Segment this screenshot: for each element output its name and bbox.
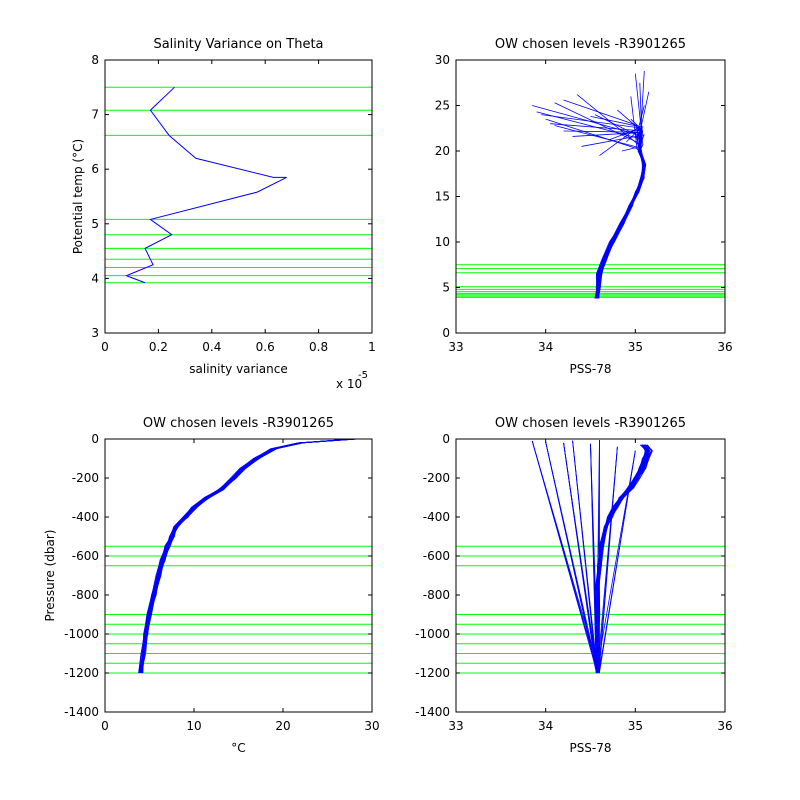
chart-3-y-tick-label: -800 bbox=[72, 588, 99, 602]
chart-4-x-tick-label: 34 bbox=[538, 719, 553, 733]
chart-3-y-tick-label: -1000 bbox=[64, 627, 99, 641]
chart-2-profile-line bbox=[563, 130, 645, 299]
chart-1-x-tick-label: 0 bbox=[101, 340, 109, 354]
chart-4-y-tick-label: -600 bbox=[423, 549, 450, 563]
chart-1-x-tick-label: 0.8 bbox=[309, 340, 328, 354]
chart-3-x-axis-label: °C bbox=[231, 741, 245, 755]
chart-4-axes-box bbox=[455, 438, 726, 713]
chart-3-x-tick-label: 20 bbox=[275, 719, 290, 733]
chart-2-x-axis-label: PSS-78 bbox=[569, 362, 611, 376]
chart-2-group bbox=[455, 59, 726, 334]
chart-2-x-tick-label: 35 bbox=[628, 340, 643, 354]
chart-2-profile-line bbox=[581, 134, 645, 299]
chart-3-x-tick-label: 30 bbox=[364, 719, 379, 733]
chart-3-x-tick-label: 10 bbox=[186, 719, 201, 733]
chart-2-profile-line bbox=[572, 132, 645, 299]
chart-3-y-tick-label: -600 bbox=[72, 549, 99, 563]
chart-2-y-tick-label: 30 bbox=[435, 53, 450, 67]
chart-4-y-tick-label: -800 bbox=[423, 588, 450, 602]
chart-1-y-tick-label: 8 bbox=[91, 53, 99, 67]
chart-4-x-axis-label: PSS-78 bbox=[569, 741, 611, 755]
chart-2-x-tick-label: 33 bbox=[448, 340, 463, 354]
chart-1-y-tick-label: 5 bbox=[91, 217, 99, 231]
chart-1-x-exponent-power: -5 bbox=[358, 370, 368, 381]
chart-3-title: OW chosen levels -R3901265 bbox=[143, 416, 334, 431]
chart-3-x-tick-label: 0 bbox=[101, 719, 109, 733]
chart-4-profile-line bbox=[597, 444, 650, 674]
chart-2-x-tick-label: 36 bbox=[717, 340, 732, 354]
chart-3-y-tick-label: -200 bbox=[72, 471, 99, 485]
chart-3-y-tick-label: 0 bbox=[91, 432, 99, 446]
chart-3-axes-box bbox=[104, 438, 373, 713]
chart-4-y-tick-label: -1200 bbox=[415, 666, 450, 680]
chart-3-profile-line bbox=[141, 438, 355, 674]
chart-3-y-tick-label: -400 bbox=[72, 510, 99, 524]
chart-4-x-tick-label: 35 bbox=[628, 719, 643, 733]
chart-4-y-tick-label: 0 bbox=[442, 432, 450, 446]
chart-4-profile-line bbox=[597, 444, 652, 674]
chart-2-profile-line bbox=[598, 141, 647, 299]
chart-4-group bbox=[455, 438, 726, 713]
chart-4-profile-line bbox=[590, 443, 648, 674]
chart-1-x-tick-label: 0.6 bbox=[256, 340, 275, 354]
chart-1-group bbox=[104, 59, 373, 334]
chart-3-y-tick-label: -1400 bbox=[64, 705, 99, 719]
chart-1-y-axis-label: Potential temp (°C) bbox=[71, 139, 85, 254]
chart-3-group bbox=[104, 438, 373, 713]
chart-3-y-tick-label: -1200 bbox=[64, 666, 99, 680]
chart-4-title: OW chosen levels -R3901265 bbox=[495, 416, 686, 431]
chart-1-x-tick-label: 0.4 bbox=[202, 340, 221, 354]
chart-1-x-axis-label: salinity variance bbox=[189, 362, 288, 376]
chart-1-y-tick-label: 3 bbox=[91, 326, 99, 340]
chart-1-axes-box bbox=[104, 59, 373, 334]
chart-1-title: Salinity Variance on Theta bbox=[153, 37, 323, 52]
chart-4-x-tick-label: 33 bbox=[448, 719, 463, 733]
chart-2-profile-line bbox=[597, 145, 646, 299]
chart-2-y-tick-label: 25 bbox=[435, 99, 450, 113]
chart-3-profile-line bbox=[139, 438, 353, 674]
chart-1-y-tick-label: 7 bbox=[91, 108, 99, 122]
chart-2-y-tick-label: 10 bbox=[435, 235, 450, 249]
chart-1-y-tick-label: 6 bbox=[91, 162, 99, 176]
chart-1-x-tick-label: 1 bbox=[368, 340, 376, 354]
chart-2-title: OW chosen levels -R3901265 bbox=[495, 37, 686, 52]
chart-4-x-tick-label: 36 bbox=[717, 719, 732, 733]
chart-4-y-tick-label: -1000 bbox=[415, 627, 450, 641]
chart-2-x-tick-label: 34 bbox=[538, 340, 553, 354]
chart-4-y-tick-label: -1400 bbox=[415, 705, 450, 719]
chart-1-y-tick-label: 4 bbox=[91, 271, 99, 285]
chart-1-series-line bbox=[124, 86, 287, 284]
chart-4-y-tick-label: -200 bbox=[423, 471, 450, 485]
chart-2-y-tick-label: 0 bbox=[442, 326, 450, 340]
chart-4-y-tick-label: -400 bbox=[423, 510, 450, 524]
chart-1-x-exponent-label: x 10 bbox=[336, 377, 362, 391]
chart-1-x-tick-label: 0.2 bbox=[149, 340, 168, 354]
chart-3-y-axis-label: Pressure (dbar) bbox=[43, 530, 57, 622]
chart-2-y-tick-label: 20 bbox=[435, 144, 450, 158]
chart-2-y-tick-label: 5 bbox=[442, 281, 450, 295]
chart-2-y-tick-label: 15 bbox=[435, 190, 450, 204]
